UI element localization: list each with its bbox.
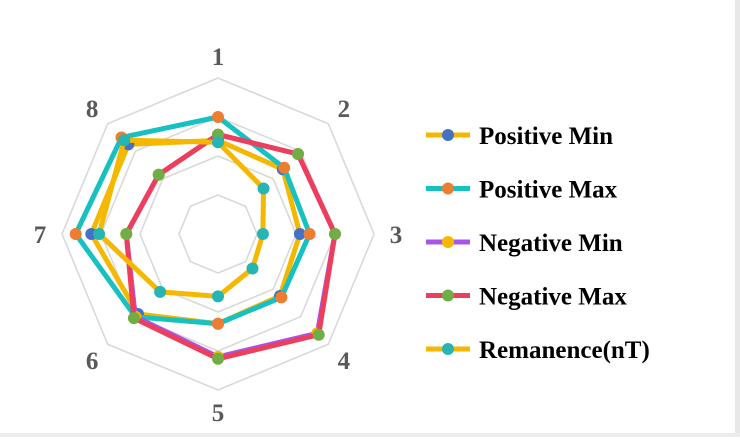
grid-ring-2 (139, 155, 297, 313)
series-2-point-1 (212, 111, 224, 123)
series-4-point-7 (120, 228, 133, 240)
category-label-4: 4 (338, 348, 351, 375)
legend-item-2: Positive Max (426, 177, 618, 204)
frame-edge (735, 0, 740, 437)
series-2-point-7 (69, 228, 82, 240)
radar-series (69, 111, 341, 365)
legend-item-5: Remanence(nT) (426, 337, 650, 364)
series-1-point-3 (293, 228, 306, 240)
radar-grid (61, 77, 375, 391)
frame-bottom (0, 433, 740, 437)
legend-item-4: Negative Max (426, 284, 627, 311)
series-5-point-2 (257, 182, 270, 195)
series-2-point-5 (212, 317, 224, 330)
series-5-point-7 (93, 228, 106, 240)
legend-swatch-marker (442, 182, 454, 195)
legend-swatch-marker (442, 343, 454, 355)
category-label-3: 3 (390, 222, 403, 249)
legend-label: Negative Min (479, 230, 623, 257)
legend-swatch-marker (442, 236, 454, 248)
category-label-6: 6 (86, 348, 99, 375)
category-label-8: 8 (86, 96, 99, 123)
series-4-point-2 (292, 148, 304, 160)
series-4-point-8 (152, 168, 165, 181)
legend-label: Negative Max (479, 284, 627, 311)
legend-swatch-marker (442, 129, 454, 141)
series-4 (120, 128, 341, 365)
legend: Positive Min Positive Max Negative Min Nega… (426, 123, 650, 364)
category-label-5: 5 (212, 400, 225, 427)
series-2-point-4 (275, 291, 288, 304)
series-line-5 (96, 137, 266, 299)
grid-ring-1 (178, 194, 258, 274)
series-2 (69, 111, 316, 330)
grid-ring-4 (61, 77, 375, 391)
series-5-point-8 (118, 134, 131, 147)
series-4-point-3 (329, 228, 341, 240)
series-2-point-3 (303, 228, 316, 240)
legend-swatch-marker (442, 289, 454, 302)
category-label-2: 2 (338, 96, 351, 123)
category-label-1: 1 (212, 44, 225, 71)
series-4-point-5 (212, 352, 224, 365)
legend-item-3: Negative Min (426, 230, 623, 257)
series-4-point-6 (127, 312, 140, 325)
legend-label: Positive Min (479, 123, 613, 150)
category-label-7: 7 (34, 222, 47, 249)
series-5-point-5 (212, 290, 224, 303)
legend-label: Remanence(nT) (479, 337, 650, 364)
legend-item-1: Positive Min (426, 123, 613, 150)
legend-label: Positive Max (479, 177, 618, 204)
series-5-point-6 (154, 285, 167, 298)
series-5-point-4 (246, 262, 259, 275)
series-4-point-4 (312, 328, 325, 341)
series-5 (93, 134, 270, 303)
series-5-point-1 (212, 136, 224, 149)
series-5-point-3 (256, 228, 269, 240)
category-labels: 1 2 3 4 5 6 7 8 (34, 44, 403, 427)
series-2-point-2 (278, 161, 291, 174)
